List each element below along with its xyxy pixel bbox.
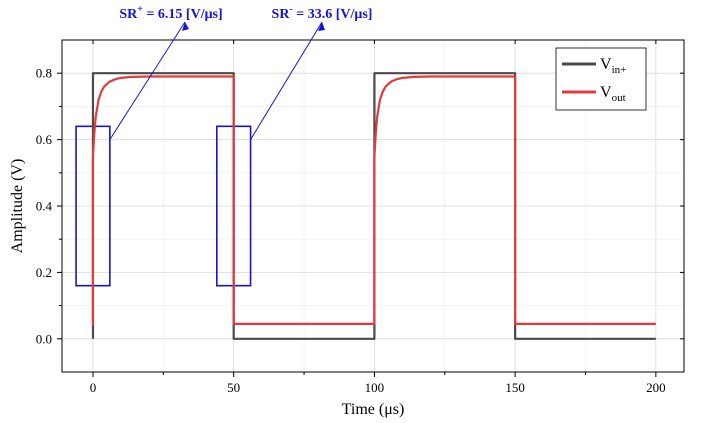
- annotation-value: = 33.6 [V/μs]: [293, 7, 373, 22]
- y-tick-label: 0.6: [36, 132, 53, 147]
- series-lines: [91, 72, 656, 340]
- legend-subscript: out: [612, 92, 626, 104]
- legend-label-vout: Vout: [600, 84, 626, 104]
- vout-series-line: [91, 75, 656, 326]
- y-tick-label: 0.2: [36, 265, 52, 280]
- legend-main-text: V: [600, 84, 612, 101]
- leader-line-fall: [250, 21, 323, 140]
- x-tick-label: 100: [365, 380, 385, 395]
- x-axis-title: Time (μs): [342, 401, 405, 418]
- annotation-leaders: [109, 21, 325, 140]
- y-axis-title: Amplitude (V): [9, 159, 26, 254]
- annotation-prefix: SR: [119, 7, 138, 22]
- legend-subscript: in+: [612, 64, 627, 76]
- slew-rate-fall-annotation: SR- = 33.6 [V/μs]: [272, 4, 373, 22]
- slew-rate-rise-annotation: SR+ = 6.15 [V/μs]: [119, 4, 222, 22]
- y-tick-label: 0.0: [36, 331, 52, 346]
- legend-label-vin: Vin+: [600, 56, 626, 76]
- y-tick-label: 0.4: [36, 199, 53, 214]
- legend-main-text: V: [600, 56, 612, 73]
- legend: Vin+ Vout: [555, 47, 647, 111]
- annotation-value: = 6.15 [V/μs]: [143, 7, 223, 22]
- x-tick-label: 0: [90, 380, 97, 395]
- annotation-superscript: +: [137, 4, 143, 15]
- annotation-superscript: -: [289, 4, 292, 15]
- x-tick-label: 200: [646, 380, 666, 395]
- x-tick-label: 150: [505, 380, 525, 395]
- leader-line-rise: [109, 21, 186, 140]
- leader-arrowhead-fall: [318, 22, 325, 31]
- legend-frame: [555, 47, 647, 111]
- grid: [62, 40, 684, 372]
- axis-ticks: 0 50 100 150 200 0.0 0.2 0.4 0.6 0.8: [36, 40, 684, 395]
- annotation-prefix: SR: [272, 7, 291, 22]
- x-tick-label: 50: [227, 380, 240, 395]
- leader-arrowhead-rise: [182, 22, 189, 31]
- y-tick-label: 0.8: [36, 66, 52, 81]
